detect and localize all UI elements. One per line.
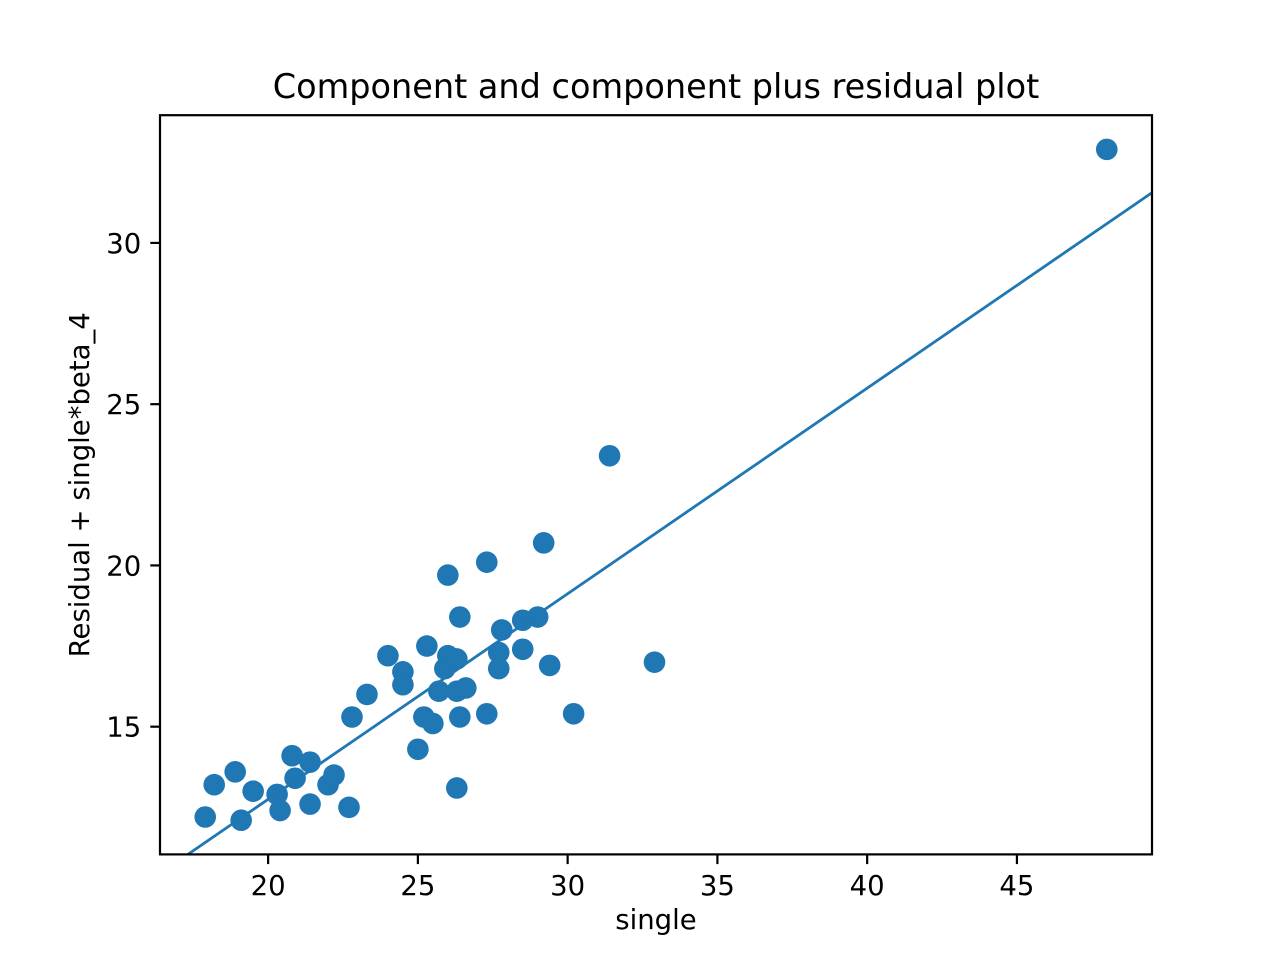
data-point [203, 773, 226, 796]
data-point [194, 806, 217, 828]
x-tick-label: 25 [400, 870, 435, 902]
data-point [511, 638, 534, 661]
data-point [323, 764, 345, 786]
data-point [377, 644, 399, 667]
data-point [538, 654, 561, 677]
data-point [449, 706, 471, 728]
y-tick-label: 30 [106, 228, 141, 260]
data-point [224, 761, 246, 783]
data-point [487, 641, 510, 664]
x-axis-ticks: 20 25 30 35 40 45 [251, 854, 1034, 902]
data-point [532, 532, 555, 554]
x-tick-label: 35 [700, 870, 735, 902]
data-point [562, 702, 585, 725]
data-point [1095, 138, 1118, 161]
data-point [475, 551, 498, 574]
data-point [598, 444, 621, 467]
data-point [643, 651, 666, 673]
data-point [338, 796, 360, 819]
data-point [341, 706, 363, 728]
data-point [475, 702, 498, 725]
data-point [242, 780, 264, 802]
data-point [455, 677, 477, 699]
x-tick-label: 30 [550, 870, 585, 902]
x-axis-label: single [615, 904, 696, 936]
chart-title: Component and component plus residual pl… [273, 67, 1039, 106]
data-point [422, 712, 444, 735]
data-point [407, 738, 429, 761]
data-point [449, 606, 471, 628]
y-tick-label: 15 [106, 712, 141, 744]
data-point [416, 635, 438, 657]
y-tick-label: 20 [106, 550, 141, 582]
data-point [446, 648, 468, 670]
y-axis-ticks: 15 20 25 30 [106, 228, 160, 744]
data-point [446, 777, 468, 799]
y-tick-label: 25 [106, 389, 141, 421]
data-point [356, 683, 378, 706]
data-point [437, 564, 459, 586]
data-point [299, 793, 321, 815]
data-point [281, 744, 303, 767]
plot-frame [158, 114, 1154, 856]
data-series [185, 138, 1152, 855]
x-tick-label: 40 [850, 870, 885, 902]
data-point [392, 673, 414, 696]
data-point [269, 799, 291, 822]
x-tick-label: 45 [999, 870, 1034, 902]
y-axis-label: Residual + single*beta_4 [64, 312, 96, 657]
fit-line [185, 191, 1152, 855]
data-point [487, 657, 510, 680]
x-tick-label: 20 [251, 870, 286, 902]
